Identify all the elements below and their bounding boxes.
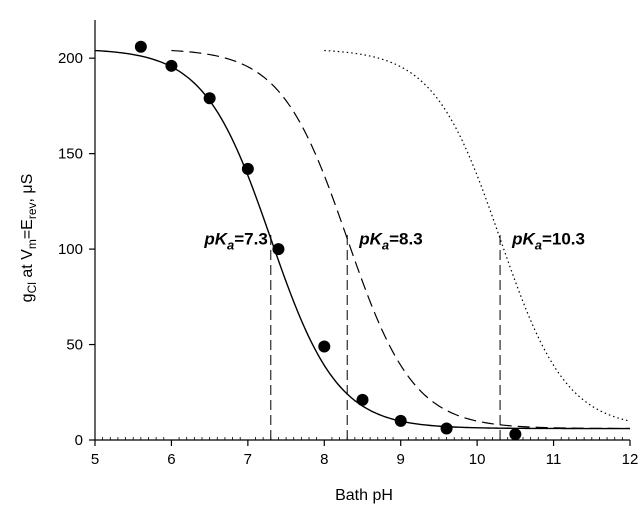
data-point <box>134 40 147 53</box>
x-tick-label-9: 9 <box>397 451 405 468</box>
y-tick-label-100: 100 <box>58 241 83 258</box>
y-tick-label-0: 0 <box>75 432 83 449</box>
data-point <box>272 243 285 256</box>
data-point <box>394 414 407 427</box>
y-axis-title-middle-sub: m <box>25 239 39 249</box>
data-point <box>165 59 178 72</box>
data-point <box>440 422 453 435</box>
y-axis-title-eq: =E <box>19 219 36 239</box>
pka-label-prefix: pK <box>203 230 228 249</box>
x-axis-title: Bath pH <box>335 487 393 504</box>
y-axis-title-tail: , μS <box>19 174 36 203</box>
y-axis-title-eq-sub: rev <box>25 202 39 219</box>
x-tick-label-10: 10 <box>469 451 486 468</box>
x-tick-label-5: 5 <box>91 451 99 468</box>
pka-label-value: =7.3 <box>234 230 268 249</box>
pka-label-sub: a <box>382 238 389 253</box>
data-point <box>356 393 369 406</box>
x-tick-label-8: 8 <box>320 451 328 468</box>
pka-label-value: =10.3 <box>542 230 585 249</box>
y-tick-label-150: 150 <box>58 146 83 163</box>
pka-label-sub: a <box>227 238 234 253</box>
curve-pka-10-3 <box>324 49 631 422</box>
data-point <box>241 162 254 175</box>
y-axis-title-base: g <box>19 293 36 302</box>
pka-label-value: =8.3 <box>389 230 423 249</box>
pka-label-sub: a <box>535 238 542 253</box>
pka-label-10-3: pKa=10.3 <box>511 230 585 253</box>
x-tick-label-11: 11 <box>546 451 562 468</box>
y-axis-title-middle: at V <box>19 249 36 282</box>
x-tick-label-7: 7 <box>244 451 252 468</box>
y-tick-label-200: 200 <box>58 50 83 67</box>
x-tick-label-6: 6 <box>167 451 175 468</box>
x-tick-label-12: 12 <box>622 451 639 468</box>
y-axis-title-base-sub: Cl <box>25 282 39 293</box>
pka-label-prefix: pK <box>511 230 536 249</box>
pka-label-8-3: pKa=8.3 <box>358 230 422 253</box>
curve-pka-7-3 <box>94 49 630 430</box>
y-axis-title: gCl at Vm=Erev, μS <box>19 174 39 303</box>
y-tick-label-50: 50 <box>66 337 83 354</box>
curve-pka-8-3 <box>171 49 631 430</box>
data-point <box>509 428 522 441</box>
data-point <box>203 92 216 105</box>
data-point <box>318 340 331 353</box>
pka-label-prefix: pK <box>358 230 383 249</box>
pka-label-7-3: pKa=7.3 <box>203 230 267 253</box>
